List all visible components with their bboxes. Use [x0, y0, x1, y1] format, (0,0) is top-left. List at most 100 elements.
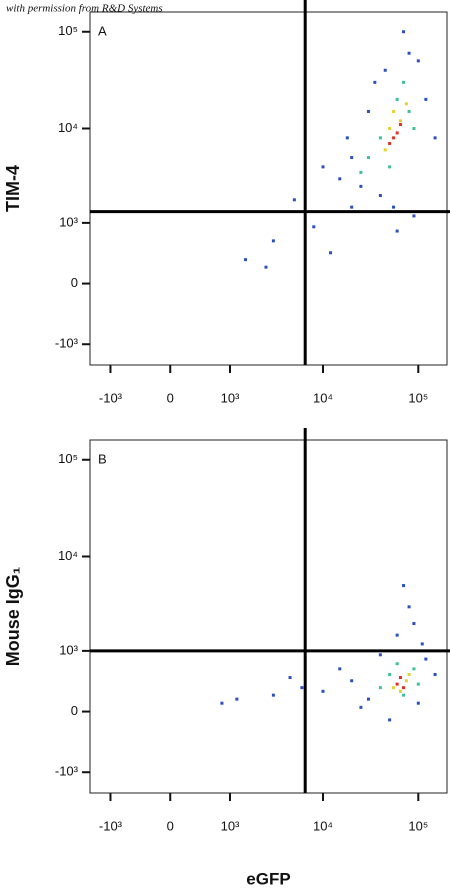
event-dot [398, 689, 402, 693]
event-dot [420, 642, 424, 646]
event-dot [271, 239, 275, 243]
y-tick-label: 10⁴ [58, 120, 78, 135]
event-dot [402, 584, 406, 588]
event-dot [395, 682, 399, 686]
credit: with permission from R&D Systems [6, 3, 163, 15]
event-dot [392, 205, 396, 209]
event-dot [388, 141, 392, 145]
event-dot [312, 225, 316, 229]
event-dot [416, 701, 420, 705]
event-dot [350, 156, 354, 160]
event-dot [424, 97, 428, 101]
event-dot [359, 705, 363, 709]
y-tick-label: 0 [71, 275, 78, 290]
event-dot [402, 686, 406, 690]
y-tick-label: 0 [71, 703, 78, 718]
event-dot [388, 718, 392, 722]
event-dot [388, 673, 392, 677]
event-dot [288, 676, 292, 680]
event-dot [383, 148, 387, 152]
plot-frame [89, 11, 448, 366]
x-axis-label: eGFP [246, 869, 290, 888]
event-dot [392, 686, 396, 690]
event-dot [424, 657, 428, 661]
panel-label: B [98, 451, 107, 466]
event-dot [402, 80, 406, 84]
event-dot [338, 177, 342, 181]
x-tick-label: 10⁴ [313, 390, 333, 405]
event-dot [350, 679, 354, 683]
event-dot [244, 258, 248, 262]
event-dot [321, 689, 325, 693]
x-tick-label: 10⁵ [408, 390, 428, 405]
x-tick-label: 10⁴ [313, 818, 333, 833]
event-dot [392, 109, 396, 113]
x-tick-label: 10⁵ [408, 818, 428, 833]
event-dot [235, 697, 239, 701]
event-dot [378, 136, 382, 140]
event-dot [378, 194, 382, 198]
event-dot [300, 686, 304, 690]
y-tick-label: 10⁵ [58, 23, 78, 38]
event-dot [416, 59, 420, 63]
x-tick-label: 0 [167, 390, 174, 405]
event-dot [292, 198, 296, 202]
event-dot [366, 697, 370, 701]
x-tick-label: 10³ [221, 818, 240, 833]
event-dot [395, 662, 399, 666]
event-dot [388, 165, 392, 169]
event-dot [402, 693, 406, 697]
event-dot [395, 97, 399, 101]
x-tick-label: 10³ [221, 390, 240, 405]
event-dot [407, 51, 411, 55]
event-dot [359, 170, 363, 174]
y-axis-label: Mouse IgG₁ [3, 567, 23, 666]
y-tick-label: 10³ [59, 642, 78, 657]
event-dot [321, 165, 325, 169]
event-dot [407, 109, 411, 113]
x-tick-label: -10³ [99, 390, 123, 405]
event-dot [366, 109, 370, 113]
event-dot [407, 673, 411, 677]
event-dot [388, 126, 392, 130]
event-dot [398, 122, 402, 126]
event-dot [395, 229, 399, 233]
event-dot [402, 30, 406, 34]
plot-frame [89, 439, 448, 794]
event-dot [433, 673, 437, 677]
event-dot [407, 605, 411, 609]
y-axis-label: TIM-4 [3, 165, 23, 212]
event-dot [404, 102, 408, 106]
event-dot [395, 633, 399, 637]
panel-label: A [98, 23, 107, 38]
y-tick-label: 10⁵ [58, 451, 78, 466]
event-dot [264, 265, 268, 269]
event-dot [398, 119, 402, 123]
event-dot [404, 679, 408, 683]
event-dot [412, 214, 416, 218]
event-dot [383, 68, 387, 72]
event-dot [345, 136, 349, 140]
event-dot [395, 131, 399, 135]
event-dot [378, 653, 382, 657]
event-dot [398, 676, 402, 680]
y-tick-label: 10³ [59, 214, 78, 229]
event-dot [416, 682, 420, 686]
event-dot [412, 667, 416, 671]
y-tick-label: -10³ [55, 764, 79, 779]
y-tick-label: 10⁴ [58, 548, 78, 563]
event-dot [338, 667, 342, 671]
x-tick-label: -10³ [99, 818, 123, 833]
event-dot [412, 622, 416, 626]
y-tick-label: -10³ [55, 336, 79, 351]
event-dot [359, 184, 363, 188]
event-dot [433, 136, 437, 140]
event-dot [329, 251, 333, 255]
event-dot [412, 126, 416, 130]
event-dot [220, 701, 224, 705]
event-dot [350, 205, 354, 209]
event-dot [271, 693, 275, 697]
event-dot [378, 686, 382, 690]
x-tick-label: 0 [167, 818, 174, 833]
